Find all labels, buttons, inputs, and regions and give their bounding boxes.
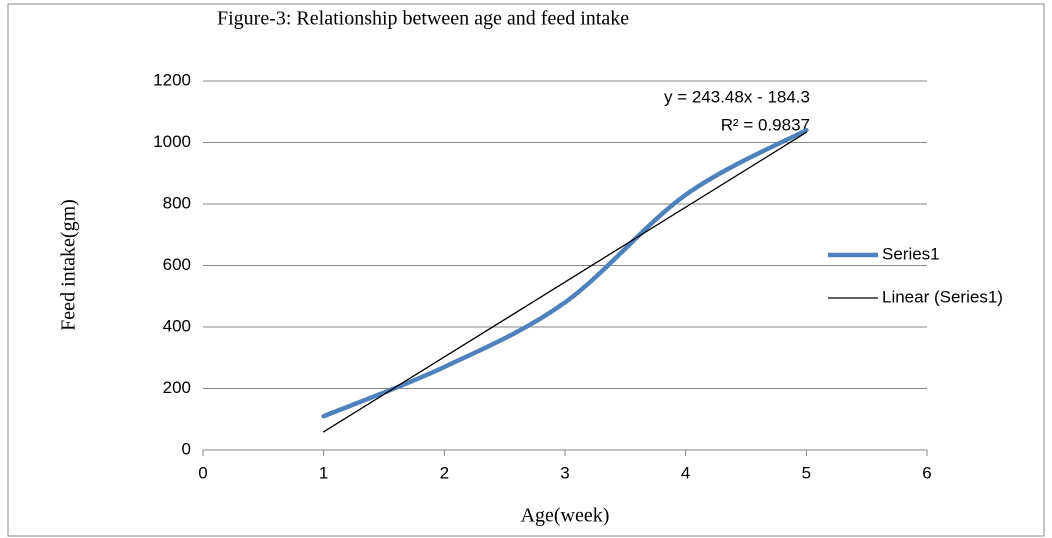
legend-label: Linear (Series1) — [882, 287, 1003, 306]
y-tick-label: 1000 — [153, 132, 191, 151]
chart-frame — [7, 3, 1045, 537]
x-tick-label: 4 — [681, 463, 690, 482]
y-tick-label: 0 — [182, 439, 191, 458]
y-tick-label: 400 — [163, 316, 191, 335]
x-tick-label: 5 — [802, 463, 811, 482]
series-line — [321, 127, 809, 419]
trend-equation: y = 243.48x - 184.3 — [664, 87, 810, 106]
y-tick-label: 200 — [163, 378, 191, 397]
y-tick-label: 1200 — [153, 70, 191, 89]
legend-label: Series1 — [882, 244, 940, 263]
x-tick-label: 6 — [922, 463, 931, 482]
x-tick-label: 2 — [440, 463, 449, 482]
x-tick-label: 3 — [560, 463, 569, 482]
y-tick-label: 800 — [163, 193, 191, 212]
trend-r-squared: R² = 0.9837 — [721, 115, 810, 134]
y-tick-label: 600 — [163, 255, 191, 274]
trend-line — [323, 131, 807, 433]
x-tick-label: 1 — [319, 463, 328, 482]
y-axis-label: Feed intake(gm) — [58, 199, 80, 331]
x-tick-label: 0 — [198, 463, 207, 482]
chart-title: Figure-3: Relationship between age and f… — [217, 8, 629, 30]
x-axis-label: Age(week) — [521, 505, 610, 527]
